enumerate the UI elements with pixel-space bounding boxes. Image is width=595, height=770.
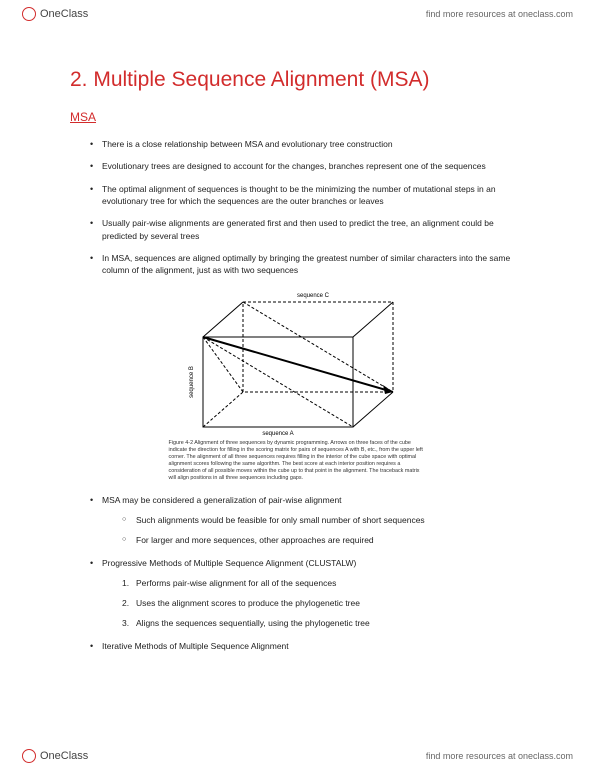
brand-logo-icon — [22, 7, 36, 21]
brand-logo-icon — [22, 749, 36, 763]
numbered-item: Aligns the sequences sequentially, using… — [122, 617, 525, 629]
brand-logo: OneClass — [22, 7, 88, 21]
brand-logo-footer: OneClass — [22, 749, 88, 763]
list-item: Evolutionary trees are designed to accou… — [90, 160, 525, 172]
list-item: Progressive Methods of Multiple Sequence… — [90, 557, 525, 630]
page-title: 2. Multiple Sequence Alignment (MSA) — [70, 68, 525, 92]
numbered-sub-list: Performs pair-wise alignment for all of … — [102, 577, 525, 630]
list-item: There is a close relationship between MS… — [90, 138, 525, 150]
list-item: MSA may be considered a generalization o… — [90, 494, 525, 547]
sub-list-item: Such alignments would be feasible for on… — [122, 514, 525, 526]
top-bullet-list: There is a close relationship between MS… — [70, 138, 525, 277]
axis-label-c: sequence C — [296, 293, 329, 299]
figure-caption: Figure 4-2 Alignment of three sequences … — [163, 440, 433, 482]
footer-tagline: find more resources at oneclass.com — [426, 751, 573, 761]
header-tagline: find more resources at oneclass.com — [426, 9, 573, 19]
page-footer: OneClass find more resources at oneclass… — [0, 742, 595, 770]
brand-name: OneClass — [40, 8, 88, 20]
numbered-item: Performs pair-wise alignment for all of … — [122, 577, 525, 589]
list-item: The optimal alignment of sequences is th… — [90, 183, 525, 208]
list-item: Usually pair-wise alignments are generat… — [90, 217, 525, 242]
page-header: OneClass find more resources at oneclass… — [0, 0, 595, 28]
cube-svg: sequence C sequence B sequence A — [163, 287, 433, 437]
brand-name-footer: OneClass — [40, 750, 88, 762]
axis-label-a: sequence A — [262, 431, 293, 437]
bottom-bullet-list: MSA may be considered a generalization o… — [70, 494, 525, 653]
numbered-item: Uses the alignment scores to produce the… — [122, 597, 525, 609]
axis-label-b: sequence B — [189, 366, 195, 398]
figure-cube-diagram: sequence C sequence B sequence A Figure … — [163, 287, 433, 482]
list-item-text: MSA may be considered a generalization o… — [102, 495, 342, 505]
sub-list: Such alignments would be feasible for on… — [102, 514, 525, 547]
list-item: Iterative Methods of Multiple Sequence A… — [90, 640, 525, 652]
section-heading: MSA — [70, 110, 525, 124]
list-item: In MSA, sequences are aligned optimally … — [90, 252, 525, 277]
sub-list-item: For larger and more sequences, other app… — [122, 534, 525, 546]
list-item-text: Progressive Methods of Multiple Sequence… — [102, 558, 356, 568]
document-body: 2. Multiple Sequence Alignment (MSA) MSA… — [70, 40, 525, 730]
